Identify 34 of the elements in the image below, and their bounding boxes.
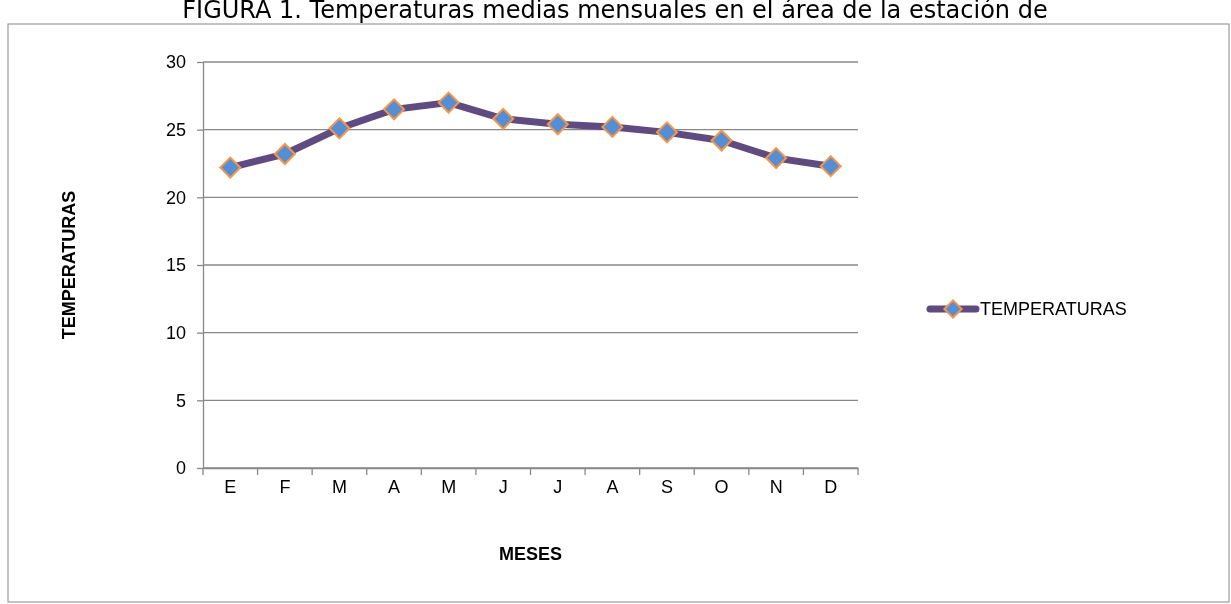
y-tick-label: 5 — [175, 390, 186, 411]
point — [710, 129, 733, 152]
x-tick-label: M — [331, 476, 347, 497]
x-tick-label: A — [388, 476, 401, 497]
y-tick-label: 20 — [165, 187, 186, 208]
point — [819, 155, 842, 178]
legend-label: TEMPERATURAS — [980, 299, 1127, 320]
y-axis-title: TEMPERATURAS — [59, 190, 79, 340]
x-tick-label: O — [714, 476, 729, 497]
point — [546, 113, 569, 136]
point — [765, 147, 788, 170]
point — [492, 107, 515, 130]
x-tick-label: F — [279, 476, 291, 497]
point — [437, 91, 460, 114]
x-tick-label: J — [553, 476, 563, 497]
x-axis-title: MESES — [498, 544, 563, 564]
x-tick-label: E — [224, 476, 237, 497]
x-tick-label: N — [769, 476, 783, 497]
point — [219, 156, 242, 179]
x-tick-label: J — [498, 476, 508, 497]
x-tick-label: D — [824, 476, 838, 497]
y-tick-label: 25 — [165, 119, 186, 140]
y-tick-label: 30 — [165, 52, 186, 73]
point — [655, 121, 678, 144]
point — [601, 115, 624, 138]
point — [328, 117, 351, 140]
point — [273, 143, 296, 166]
y-tick-label: 10 — [165, 322, 186, 343]
x-tick-label: M — [441, 476, 457, 497]
y-tick-label: 15 — [165, 255, 186, 276]
point — [383, 98, 406, 121]
x-tick-label: A — [606, 476, 619, 497]
x-tick-label: S — [660, 476, 673, 497]
y-tick-label: 0 — [175, 458, 186, 479]
